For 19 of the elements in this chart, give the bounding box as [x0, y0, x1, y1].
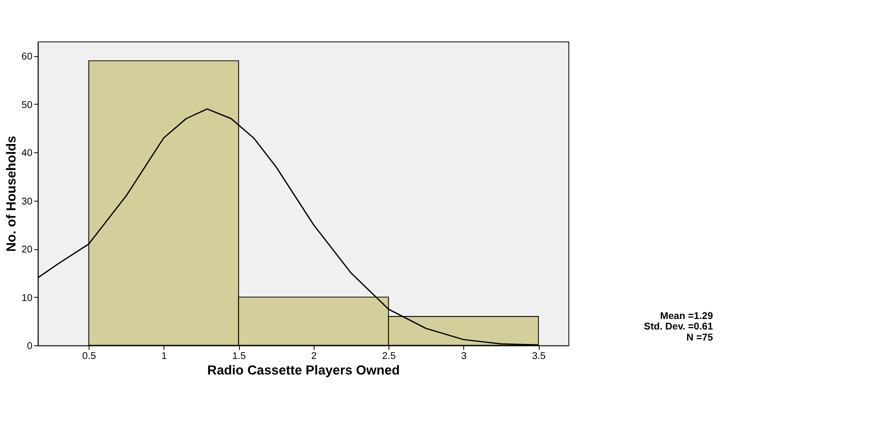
text: Mean =1.29	[660, 311, 714, 322]
text: Std. Dev. =0.61	[644, 322, 714, 333]
x-tick-label: 3.5	[532, 350, 546, 362]
text: N =75	[686, 332, 714, 344]
x-axis-title: Radio Cassette Players Owned	[207, 362, 400, 378]
x-tick-label: 2	[311, 350, 317, 362]
y-tick-label: 10	[21, 292, 33, 304]
y-tick-label: 50	[21, 100, 33, 111]
x-tick-label: 3	[461, 350, 468, 362]
y-tick-label: 30	[21, 196, 33, 208]
y-axis-title: No. of Households	[4, 136, 19, 252]
y-tick-label: 40	[21, 148, 33, 160]
y-tick-label: 20	[21, 244, 33, 256]
x-tick-label: 1	[161, 350, 167, 362]
x-tick-label: 0.5	[82, 350, 97, 362]
y-tick-label: 60	[21, 52, 33, 63]
x-tick-label: 1.5	[232, 350, 246, 362]
x-tick-label: 2.5	[382, 350, 396, 362]
y-tick-label: 0	[26, 341, 33, 352]
